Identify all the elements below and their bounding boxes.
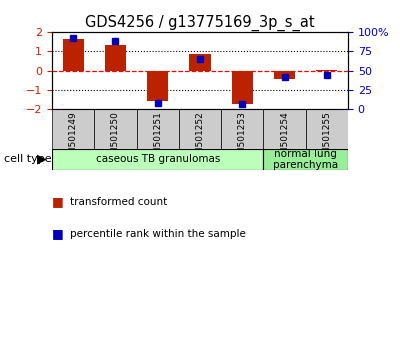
Text: percentile rank within the sample: percentile rank within the sample [70, 229, 246, 239]
Text: ■: ■ [52, 227, 64, 240]
Text: normal lung
parenchyma: normal lung parenchyma [273, 149, 338, 170]
FancyBboxPatch shape [179, 109, 221, 149]
Text: GSM501251: GSM501251 [153, 111, 162, 166]
Text: GSM501250: GSM501250 [111, 111, 120, 166]
FancyBboxPatch shape [264, 149, 348, 170]
Text: GSM501249: GSM501249 [69, 111, 78, 166]
FancyBboxPatch shape [52, 149, 264, 170]
Text: GSM501252: GSM501252 [196, 111, 204, 166]
FancyBboxPatch shape [264, 109, 306, 149]
Bar [274, 70, 295, 79]
FancyBboxPatch shape [94, 109, 136, 149]
Title: GDS4256 / g13775169_3p_s_at: GDS4256 / g13775169_3p_s_at [85, 14, 315, 30]
Text: ▶: ▶ [37, 153, 46, 166]
Bar [62, 39, 84, 70]
Bar [105, 45, 126, 70]
FancyBboxPatch shape [221, 109, 264, 149]
Text: caseous TB granulomas: caseous TB granulomas [96, 154, 220, 164]
FancyBboxPatch shape [136, 109, 179, 149]
FancyBboxPatch shape [52, 109, 94, 149]
Text: cell type: cell type [4, 154, 52, 164]
FancyBboxPatch shape [306, 109, 348, 149]
Bar [190, 54, 210, 70]
Text: GSM501254: GSM501254 [280, 111, 289, 166]
Text: ■: ■ [52, 195, 64, 208]
Bar [147, 70, 168, 101]
Bar [232, 70, 253, 103]
Text: GSM501253: GSM501253 [238, 111, 247, 166]
Text: GSM501255: GSM501255 [322, 111, 331, 166]
Text: transformed count: transformed count [70, 197, 167, 207]
